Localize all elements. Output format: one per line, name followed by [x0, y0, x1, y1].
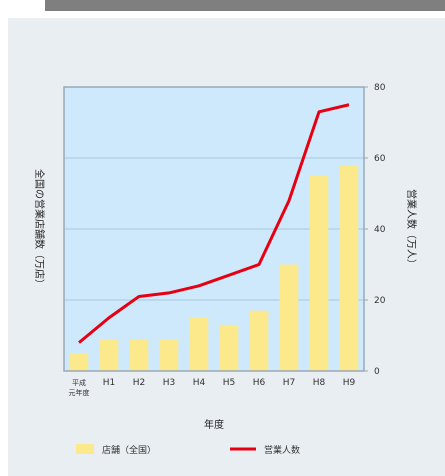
legend-bar-label: 店舗（全国） [102, 444, 156, 456]
right-axis-title: 営業人数（万人） [405, 189, 418, 269]
bar [129, 339, 149, 371]
legend-bar-swatch [76, 444, 94, 454]
right-tick-label: 40 [374, 225, 386, 235]
legend-line-label: 営業人数 [264, 444, 300, 456]
x-axis-ticks: 平成元年度 H1 H2 H3 H4 H5 H6 H7 H8 H9 [69, 378, 356, 397]
x-tick-label: H8 [313, 378, 326, 388]
legend: 店舗（全国） 営業人数 [76, 444, 300, 456]
bar [279, 264, 299, 371]
x-tick-label: H7 [283, 378, 296, 388]
bar [219, 324, 239, 371]
bar [309, 175, 329, 371]
x-tick-label: H9 [343, 378, 356, 388]
bar [159, 339, 179, 371]
bar-series [69, 165, 359, 371]
bar [249, 310, 269, 371]
right-tick-label: 20 [374, 296, 386, 306]
left-axis-title: 全国の営業店舗数（万店） [33, 169, 46, 289]
right-tick-label: 0 [374, 367, 380, 377]
bar [189, 317, 209, 371]
bar [339, 165, 359, 371]
x-axis-title: 年度 [204, 418, 224, 431]
line-series-staff [78, 103, 350, 344]
x-tick-label: H2 [133, 378, 146, 388]
x-tick-label: H1 [103, 378, 116, 388]
x-tick-label: H6 [253, 378, 266, 388]
bar [69, 353, 89, 371]
bar [99, 339, 119, 371]
x-tick-label: H4 [193, 378, 206, 388]
x-tick-label: 平成元年度 [69, 378, 90, 397]
x-tick-label: H5 [223, 378, 236, 388]
right-axis-ticks: 0 20 40 60 80 [364, 83, 386, 377]
right-tick-label: 80 [374, 83, 386, 93]
x-tick-label: H3 [163, 378, 176, 388]
top-header-bar [45, 0, 445, 11]
right-tick-label: 60 [374, 154, 386, 164]
